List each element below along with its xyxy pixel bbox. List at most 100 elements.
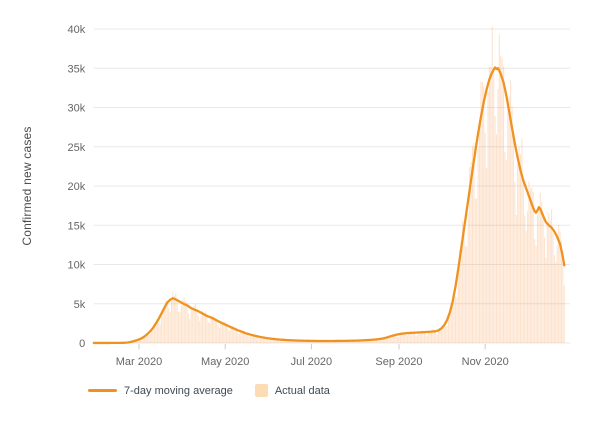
actual-data-bar: [557, 245, 558, 343]
actual-data-bar: [406, 335, 407, 343]
actual-data-bar: [229, 331, 230, 343]
actual-data-bar: [502, 59, 503, 343]
actual-data-bar: [247, 335, 248, 343]
actual-data-bar: [475, 199, 476, 343]
x-tick-label: Mar 2020: [116, 356, 162, 368]
actual-data-bar: [179, 312, 180, 343]
actual-data-bar: [150, 334, 151, 343]
actual-data-bar: [407, 336, 408, 343]
y-tick-label: 25k: [68, 142, 86, 154]
actual-data-bar: [473, 143, 474, 343]
actual-data-bar: [503, 67, 504, 343]
actual-data-bar: [404, 334, 405, 343]
actual-data-bar: [528, 182, 529, 343]
actual-data-bar: [504, 152, 505, 343]
moving-average-line-swatch: [88, 389, 117, 392]
actual-data-bar: [545, 258, 546, 343]
actual-data-bar: [543, 213, 544, 343]
actual-data-bar: [534, 239, 535, 343]
chart-legend: 7-day moving average Actual data: [88, 383, 330, 398]
legend-label-moving-average: 7-day moving average: [124, 385, 233, 397]
actual-data-bar: [222, 322, 223, 343]
actual-data-bar: [445, 327, 446, 343]
actual-data-bar: [268, 340, 269, 343]
actual-data-bar: [493, 69, 494, 343]
actual-data-bar: [417, 335, 418, 343]
actual-data-bar: [438, 332, 439, 343]
x-tick-label: May 2020: [201, 356, 249, 368]
actual-data-bar: [220, 322, 221, 343]
actual-data-bar: [435, 333, 436, 343]
x-tick-label: Jul 2020: [291, 356, 333, 368]
y-tick-label: 5k: [74, 299, 86, 311]
actual-data-bar: [387, 339, 388, 343]
actual-data-bars: [93, 27, 565, 343]
actual-data-bar: [448, 317, 449, 343]
actual-data-bar: [182, 300, 183, 343]
actual-data-bar: [511, 106, 512, 343]
actual-data-bar: [428, 332, 429, 343]
actual-data-bar: [191, 309, 192, 343]
actual-data-bar: [509, 96, 510, 343]
actual-data-bar: [554, 255, 555, 343]
actual-data-bar: [530, 189, 531, 343]
actual-data-bar: [483, 86, 484, 343]
actual-data-square-swatch: [255, 384, 268, 397]
actual-data-bar: [537, 215, 538, 343]
actual-data-bar: [226, 326, 227, 343]
actual-data-bar: [367, 341, 368, 343]
y-tick-label: 0: [79, 338, 85, 350]
actual-data-bar: [168, 308, 169, 343]
actual-data-bar: [516, 215, 517, 343]
actual-data-bar: [181, 305, 182, 343]
actual-data-bar: [187, 302, 188, 343]
actual-data-bar: [552, 233, 553, 343]
actual-data-bar: [398, 334, 399, 343]
actual-data-bar: [230, 328, 231, 343]
actual-data-bar: [158, 323, 159, 343]
actual-data-bar: [468, 214, 469, 343]
actual-data-bar: [514, 182, 515, 343]
actual-data-bar: [466, 247, 467, 343]
actual-data-bar: [250, 335, 251, 343]
actual-data-bar: [219, 328, 220, 343]
actual-data-bar: [212, 317, 213, 343]
actual-data-bar: [513, 133, 514, 343]
actual-data-bar: [189, 319, 190, 343]
actual-data-bar: [490, 67, 491, 343]
actual-data-bar: [171, 301, 172, 343]
actual-data-bar: [524, 216, 525, 343]
actual-data-bar: [170, 312, 171, 343]
actual-data-bar: [427, 336, 428, 343]
y-tick-label: 20k: [68, 181, 86, 193]
y-tick-label: 10k: [68, 260, 86, 272]
actual-data-bar: [500, 56, 501, 343]
y-tick-label: 35k: [68, 63, 86, 75]
actual-data-bar: [564, 285, 565, 343]
actual-data-bar: [521, 139, 522, 343]
legend-item-actual-data[interactable]: Actual data: [255, 384, 330, 397]
actual-data-bar: [547, 223, 548, 343]
legend-item-moving-average[interactable]: 7-day moving average: [88, 385, 233, 397]
y-tick-label: 40k: [68, 24, 86, 36]
actual-data-bar: [485, 133, 486, 343]
actual-data-bar: [218, 326, 219, 343]
actual-data-bar: [203, 314, 204, 343]
actual-data-bar: [249, 337, 250, 343]
actual-data-bar: [259, 338, 260, 343]
actual-data-bar: [240, 332, 241, 343]
actual-data-bar: [499, 35, 500, 343]
actual-data-bar: [161, 313, 162, 343]
actual-data-bar: [446, 326, 447, 343]
actual-data-bar: [548, 214, 549, 343]
actual-data-bar: [201, 316, 202, 343]
actual-data-bar: [418, 333, 419, 343]
actual-data-bar: [533, 192, 534, 343]
actual-data-bar: [277, 340, 278, 343]
actual-data-bar: [455, 296, 456, 343]
actual-data-bar: [526, 231, 527, 343]
actual-data-bar: [479, 122, 480, 343]
actual-data-bar: [257, 337, 258, 343]
